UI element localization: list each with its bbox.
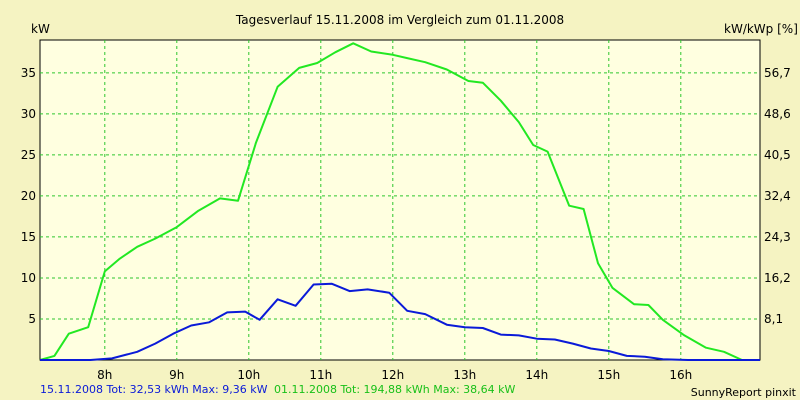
series-lines — [39, 42, 760, 361]
y-right-tick-label: 56,7 — [764, 66, 791, 80]
plot-area — [39, 39, 761, 361]
x-tick-label: 9h — [169, 368, 184, 382]
x-tick-label: 16h — [669, 368, 692, 382]
left-axis-unit: kW — [31, 22, 50, 36]
axis-ticks: 8h 9h 10h 11h 12h 13h 14h 15h 16h 5 10 15 20 25 30 35 8,… — [21, 66, 791, 382]
y-left-tick-label: 35 — [21, 66, 36, 80]
footer-blue-text: 15.11.2008 Tot: 32,53 kWh Max: 9,36 kW — [40, 383, 268, 396]
y-left-tick-label: 15 — [21, 230, 36, 244]
y-left-tick-label: 20 — [21, 189, 36, 203]
series-line-0 — [39, 42, 760, 361]
x-tick-label: 14h — [525, 368, 548, 382]
x-tick-label: 8h — [97, 368, 112, 382]
y-right-tick-label: 24,3 — [764, 230, 791, 244]
y-left-tick-label: 5 — [28, 312, 36, 326]
y-right-tick-label: 8,1 — [764, 312, 783, 326]
y-left-tick-label: 10 — [21, 271, 36, 285]
footer-green-text: 01.11.2008 Tot: 194,88 kWh Max: 38,64 kW — [274, 383, 516, 396]
y-left-tick-label: 30 — [21, 107, 36, 121]
credit-text: SunnyReport pinxit — [691, 386, 797, 399]
x-tick-label: 11h — [309, 368, 332, 382]
y-right-tick-label: 32,4 — [764, 189, 791, 203]
chart-title: Tagesverlauf 15.11.2008 im Vergleich zum… — [235, 13, 564, 27]
x-tick-label: 15h — [597, 368, 620, 382]
y-left-tick-label: 25 — [21, 148, 36, 162]
right-axis-unit: kW/kWp [%] — [724, 22, 798, 36]
y-right-tick-label: 40,5 — [764, 148, 791, 162]
y-right-tick-label: 16,2 — [764, 271, 791, 285]
x-tick-label: 13h — [453, 368, 476, 382]
footer-summary: 15.11.2008 Tot: 32,53 kWh Max: 9,36 kW 0… — [40, 383, 516, 396]
x-tick-label: 12h — [381, 368, 404, 382]
x-tick-label: 10h — [237, 368, 260, 382]
series-line-1 — [40, 282, 760, 361]
y-right-tick-label: 48,6 — [764, 107, 791, 121]
